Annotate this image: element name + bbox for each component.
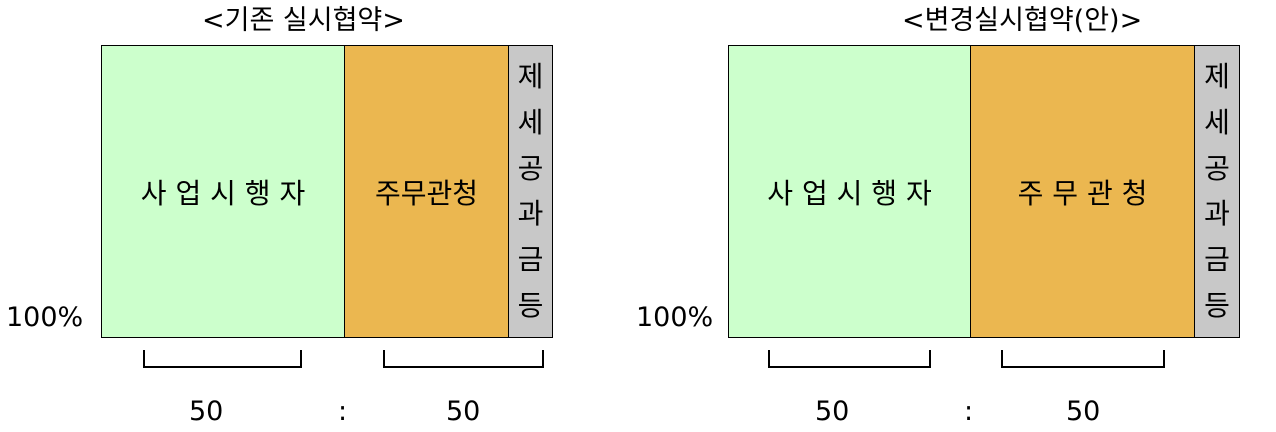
authority-bracket (383, 350, 544, 368)
ratio-right-value: 50 (1066, 396, 1101, 427)
taxes-label-char: 세 (517, 105, 544, 139)
ratio-separator: : (338, 396, 348, 427)
taxes-label-char: 등 (1204, 289, 1230, 323)
percent-label: 100% (636, 302, 714, 333)
existing-agreement-panel: <기존 실시협약> 사 업 시 행 자 주무관청 제 세 공 과 금 등 100… (0, 0, 620, 432)
operator-share-box: 사 업 시 행 자 (728, 45, 971, 338)
taxes-label-char: 과 (517, 197, 544, 231)
ratio-left-value: 50 (189, 396, 224, 427)
operator-bracket (768, 350, 931, 368)
ratio-left-value: 50 (815, 396, 850, 427)
percent-label: 100% (6, 302, 84, 333)
operator-label: 사 업 시 행 자 (767, 176, 932, 210)
operator-bracket (143, 350, 302, 368)
taxes-share-box: 제 세 공 과 금 등 (1194, 45, 1240, 338)
taxes-label-char: 공 (517, 151, 544, 185)
taxes-share-box: 제 세 공 과 금 등 (508, 45, 553, 338)
authority-share-box: 주 무 관 청 (970, 45, 1195, 338)
authority-bracket (1001, 350, 1165, 368)
taxes-label-char: 과 (1204, 197, 1230, 231)
revised-agreement-panel: <변경실시협약(안)> 사 업 시 행 자 주 무 관 청 제 세 공 과 금 … (630, 0, 1276, 432)
authority-share-box: 주무관청 (344, 45, 509, 338)
taxes-label-char: 금 (1204, 243, 1230, 277)
existing-agreement-title: <기존 실시협약> (202, 5, 405, 36)
taxes-label-char: 공 (1204, 151, 1230, 185)
taxes-label-char: 제 (1204, 59, 1230, 93)
taxes-label-char: 등 (517, 289, 544, 323)
taxes-label-char: 금 (517, 243, 544, 277)
revised-agreement-title: <변경실시협약(안)> (902, 5, 1143, 36)
operator-share-box: 사 업 시 행 자 (101, 45, 345, 338)
authority-label: 주 무 관 청 (1017, 176, 1148, 210)
taxes-label-char: 세 (1204, 105, 1230, 139)
operator-label: 사 업 시 행 자 (140, 176, 306, 210)
taxes-label-char: 제 (517, 59, 544, 93)
authority-label: 주무관청 (374, 176, 479, 210)
ratio-right-value: 50 (446, 396, 481, 427)
ratio-separator: : (964, 396, 974, 427)
